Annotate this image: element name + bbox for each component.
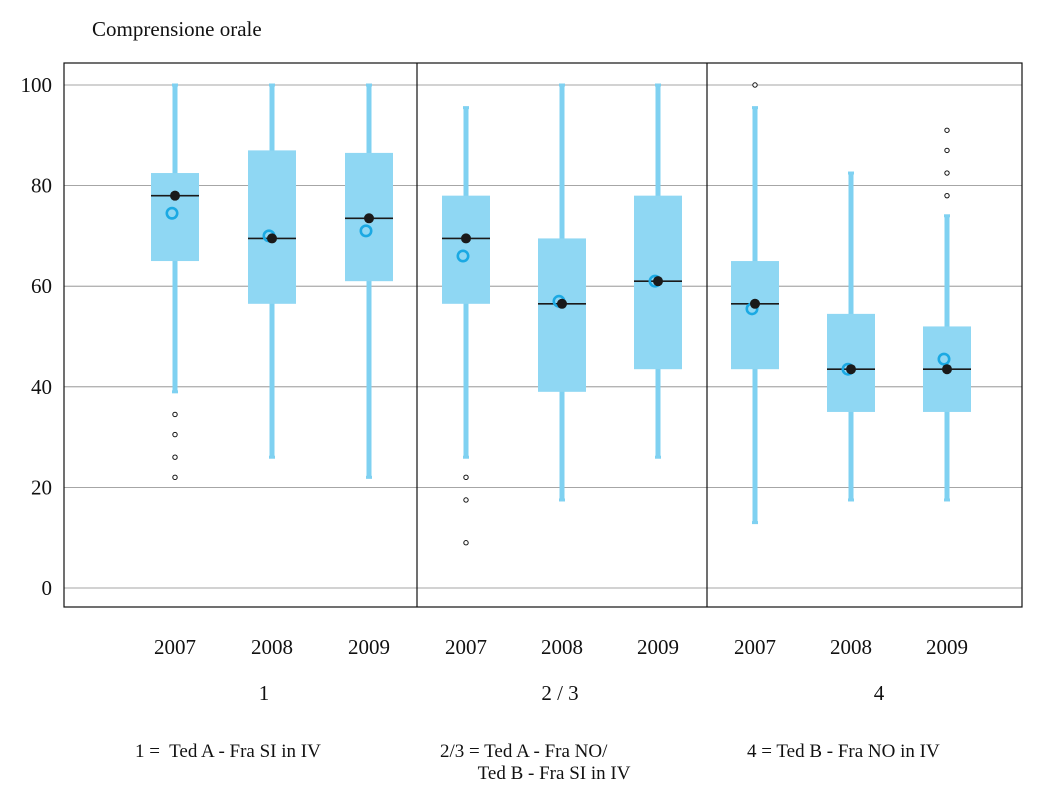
x-tick-label-year: 2008 bbox=[541, 635, 583, 659]
plot-frame bbox=[63, 62, 1023, 608]
box-23-2007 bbox=[442, 106, 490, 546]
box-4-2008 bbox=[827, 171, 875, 502]
median-dot bbox=[846, 364, 856, 375]
median-dot bbox=[364, 213, 374, 224]
y-tick-label-40: 40 bbox=[31, 375, 52, 399]
legend-group-2-3: 2/3 = Ted A - Fra NO/ Ted B - Fra SI in … bbox=[440, 741, 631, 784]
outlier-point bbox=[944, 147, 950, 154]
box-4-2007 bbox=[731, 82, 779, 525]
y-tick-label-60: 60 bbox=[31, 274, 52, 298]
x-tick-label-year: 2009 bbox=[348, 635, 390, 659]
x-tick-label-year: 2008 bbox=[830, 635, 872, 659]
median-dot bbox=[267, 233, 277, 244]
mean-marker bbox=[359, 224, 373, 238]
iqr-box bbox=[731, 261, 779, 370]
x-tick-label-year: 2007 bbox=[445, 635, 487, 659]
group-label: 4 bbox=[874, 681, 885, 705]
median-dot bbox=[942, 364, 952, 375]
box-1-2008 bbox=[248, 83, 296, 459]
plot-border bbox=[63, 62, 1023, 608]
box-23-2008 bbox=[538, 83, 586, 502]
iqr-box bbox=[538, 238, 586, 392]
iqr-box bbox=[827, 313, 875, 412]
y-tick-label-100: 100 bbox=[21, 73, 53, 97]
outlier-point bbox=[752, 82, 758, 88]
box-1-2009 bbox=[345, 83, 393, 479]
iqr-box bbox=[248, 150, 296, 304]
legend-group-4: 4 = Ted B - Fra NO in IV bbox=[747, 741, 940, 762]
outlier-point bbox=[944, 127, 950, 133]
median-dot bbox=[557, 298, 567, 309]
box-23-2009 bbox=[634, 83, 682, 459]
outlier-point bbox=[172, 431, 178, 438]
iqr-box bbox=[442, 195, 490, 304]
y-axis-tick-labels: 0 20 40 60 80 100 bbox=[21, 73, 53, 600]
mean-marker bbox=[937, 352, 951, 366]
group-label: 1 bbox=[259, 681, 270, 705]
median-dot bbox=[653, 276, 663, 287]
x-tick-label-year: 2009 bbox=[637, 635, 679, 659]
y-tick-label-0: 0 bbox=[42, 576, 53, 600]
mean-marker bbox=[165, 206, 179, 220]
box-1-2007 bbox=[151, 83, 199, 481]
mean-marker bbox=[456, 249, 470, 263]
box-series bbox=[151, 82, 971, 546]
outlier-point bbox=[463, 497, 469, 503]
outlier-point bbox=[463, 540, 469, 546]
x-tick-label-year: 2007 bbox=[154, 635, 196, 659]
outlier-point bbox=[944, 192, 950, 199]
legend-group-1: 1 = Ted A - Fra SI in IV bbox=[135, 741, 321, 762]
x-tick-label-year: 2008 bbox=[251, 635, 293, 659]
x-axis-labels: 2007 2008 2009 1 2007 2008 2009 2 / 3 2007 2008 20… bbox=[154, 635, 968, 705]
outlier-point bbox=[463, 474, 469, 481]
outlier-point bbox=[944, 170, 950, 176]
median-dot bbox=[750, 298, 760, 309]
outlier-point bbox=[172, 474, 178, 481]
chart-title: Comprensione orale bbox=[92, 17, 262, 41]
y-tick-label-80: 80 bbox=[31, 174, 52, 198]
median-dot bbox=[461, 233, 471, 244]
group-label: 2 / 3 bbox=[541, 681, 578, 705]
outlier-point bbox=[172, 411, 178, 418]
x-tick-label-year: 2009 bbox=[926, 635, 968, 659]
y-tick-label-20: 20 bbox=[31, 475, 52, 499]
median-dot bbox=[170, 190, 180, 201]
box-4-2009 bbox=[923, 127, 971, 502]
x-tick-label-year: 2007 bbox=[734, 635, 776, 659]
outlier-point bbox=[172, 454, 178, 460]
